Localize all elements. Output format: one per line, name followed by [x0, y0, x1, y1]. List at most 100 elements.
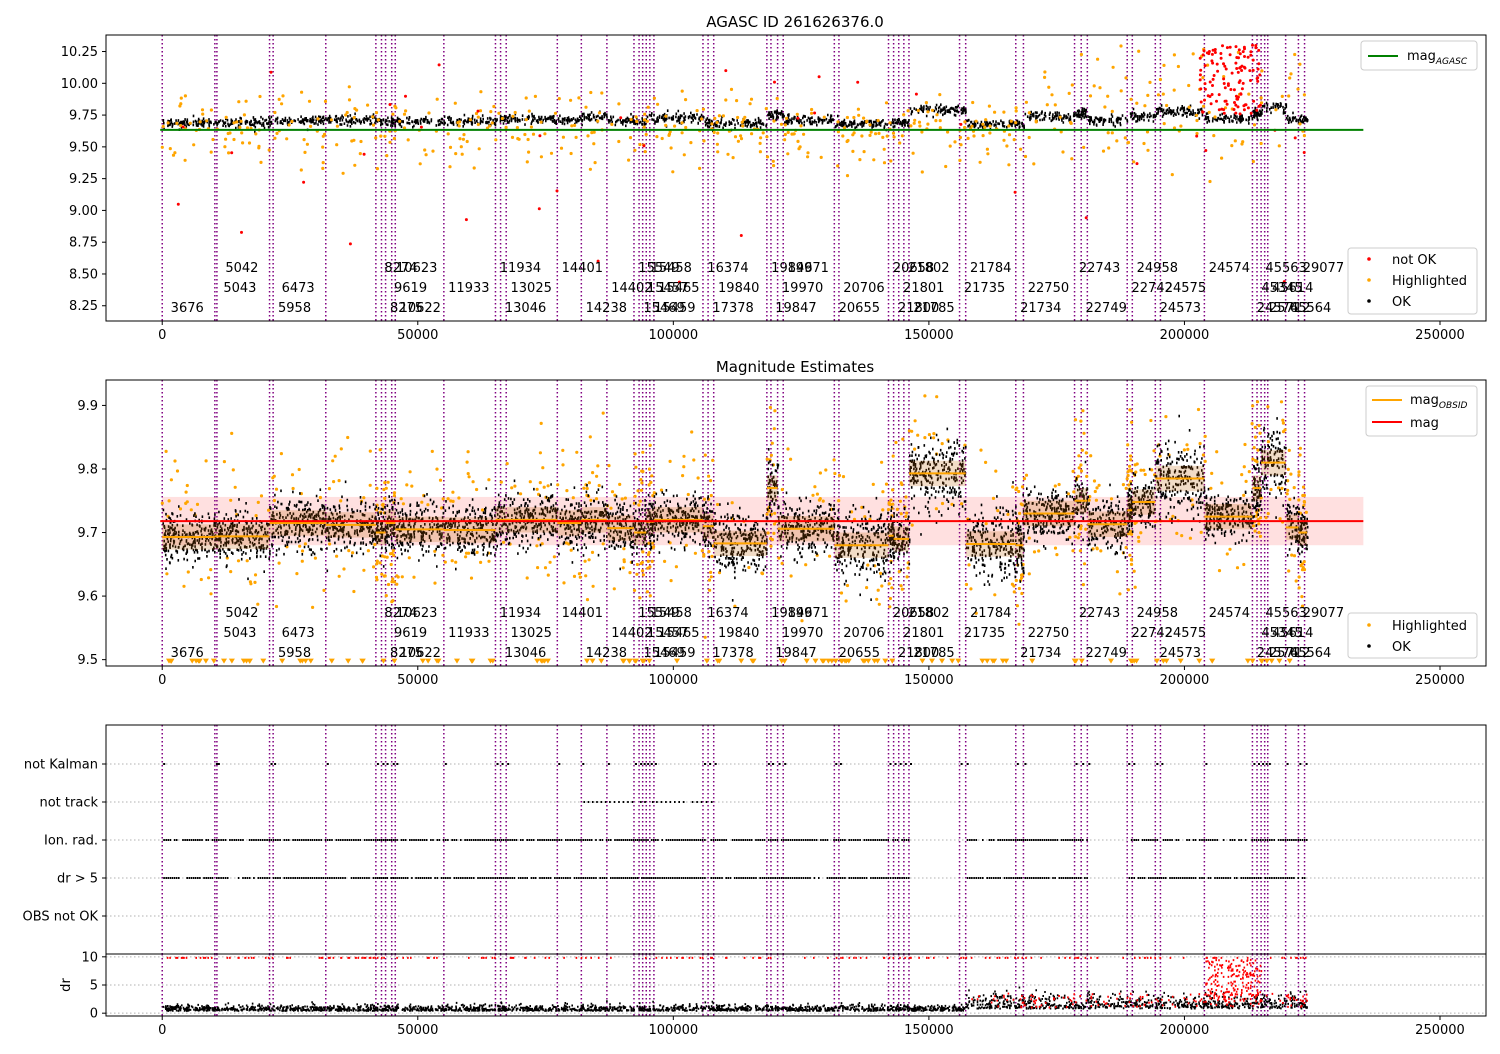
obsid-label: 19846 — [771, 261, 812, 276]
obsid-label: 21801 — [903, 626, 944, 641]
obsid-label: 15465 — [658, 626, 699, 641]
ok-points — [1252, 106, 1263, 122]
x-tick-label: 0 — [158, 328, 166, 343]
ok-points — [325, 480, 378, 573]
panel4-x-axis: 0 50000 100000 150000 200000 250000 — [158, 1016, 1465, 1038]
obsid-label: 5043 — [223, 626, 256, 641]
panel1-lines-legend-box — [1360, 40, 1478, 71]
x-tick-label: 100000 — [649, 1023, 699, 1038]
y-tick-label: 10 — [81, 950, 98, 965]
obsid-label: 19847 — [775, 646, 816, 661]
obsid-label: 14401 — [562, 261, 603, 276]
obsid-label: 22750 — [1028, 281, 1069, 296]
ok-points — [1023, 485, 1077, 550]
legend-mag-obsid-label: magOBSID — [1410, 393, 1468, 411]
obsid-label: 15458 — [651, 261, 692, 276]
panel2-lines-legend: magOBSID mag — [1365, 385, 1478, 437]
obsid-label: 15469 — [643, 301, 684, 316]
ok-points — [444, 487, 498, 571]
obsid-label: 15459 — [654, 301, 695, 316]
ok-points — [269, 115, 327, 132]
panel3-y-axis: not Kalman not track Ion. rad. dr > 5 OBS no… — [23, 758, 106, 925]
not-ok-points — [176, 43, 1306, 284]
ok-points — [557, 114, 583, 127]
panel-agasc: AGASC ID 261626376.0 3676 5043 5042 5958 647… — [61, 13, 1487, 343]
obsid-label: 5042 — [225, 261, 258, 276]
ok-points — [376, 115, 446, 129]
legend-not-ok-marker — [1367, 257, 1371, 261]
obsid-label: 11934 — [500, 261, 541, 276]
panel1-y-axis: 8.25 8.50 8.75 9.00 9.25 9.50 9.75 10.00 10.25 — [61, 45, 106, 314]
obsid-label: 20706 — [843, 281, 884, 296]
obsid-label: 11933 — [448, 281, 489, 296]
obsid-label: 21800 — [898, 646, 939, 661]
obsid-label: 21784 — [970, 261, 1011, 276]
obsid-label: 17378 — [712, 646, 753, 661]
flag-label: dr > 5 — [57, 872, 98, 887]
obsid-label: 5043 — [223, 281, 256, 296]
legend-ok-marker — [1367, 299, 1371, 303]
ok-points — [704, 115, 768, 133]
obsid-label: 9619 — [394, 281, 427, 296]
legend2-highlighted-marker — [1367, 623, 1371, 627]
panel1-points-legend: not OK Highlighted OK — [1347, 247, 1478, 315]
y-tick-label: 0 — [90, 1007, 98, 1022]
obsid-label: 21802 — [908, 261, 949, 276]
obsid-label: 45564 — [1290, 646, 1331, 661]
panel2-points-legend-box — [1347, 612, 1478, 659]
clipped-low-markers — [166, 658, 1293, 664]
panel2-data — [160, 380, 1364, 666]
ok-points — [607, 112, 647, 128]
obsid-label: 45563 — [1265, 261, 1306, 276]
panel1-title: AGASC ID 261626376.0 — [706, 13, 884, 31]
obsid-label: 14402 — [611, 281, 652, 296]
obsid-label: 19971 — [788, 261, 829, 276]
ok-points — [646, 109, 705, 128]
obsid-label: 20658 — [893, 261, 934, 276]
ok-points — [1132, 467, 1157, 529]
y-tick-label: 10.00 — [61, 77, 98, 92]
x-tick-label: 200000 — [1160, 673, 1210, 688]
x-tick-label: 100000 — [649, 673, 699, 688]
panel4-ylabel: dr — [59, 978, 74, 992]
obsid-label: 24573 — [1160, 301, 1201, 316]
legend2-ok-label: OK — [1392, 640, 1411, 655]
y-tick-label: 9.75 — [69, 109, 98, 124]
obsid-label: 22749 — [1086, 646, 1127, 661]
obsid-label: 22742 — [1132, 281, 1173, 296]
ok-points — [326, 112, 377, 128]
x-tick-label: 0 — [158, 673, 166, 688]
panel1-x-axis: 0 50000 100000 150000 200000 250000 — [158, 321, 1465, 343]
obsid-label: 5042 — [225, 606, 258, 621]
ok-points — [1286, 496, 1300, 557]
ok-points — [215, 498, 271, 583]
obsid-label: 14402 — [611, 626, 652, 641]
obsid-label: 29077 — [1303, 261, 1344, 276]
obsid-label: 15457 — [647, 281, 688, 296]
dr-ok-points — [162, 986, 1308, 1012]
obsid-label: 6473 — [282, 626, 315, 641]
panel4-plot-area — [106, 954, 1486, 1016]
obsid-label: 16374 — [707, 261, 748, 276]
obsid-label: 19846 — [771, 606, 812, 621]
obsid-label: 21734 — [1020, 646, 1061, 661]
obsid-label: 8274 — [384, 606, 417, 621]
panel1-lines-legend: magAGASC — [1360, 40, 1478, 71]
obsid-label: 13025 — [511, 626, 552, 641]
x-tick-label: 150000 — [904, 1023, 954, 1038]
obsid-label: 13046 — [505, 646, 546, 661]
panel-dr: 0 5 10 0 50000 100000 150000 200000 250000 dr — [59, 950, 1487, 1038]
dr-not-ok-points — [166, 956, 1308, 1009]
ok-points — [713, 502, 769, 602]
panel-magnitude-estimates: Magnitude Estimates 3676 5043 5042 5958 6473… — [77, 358, 1487, 688]
obsid-label: 19840 — [718, 281, 759, 296]
y-tick-label: 8.75 — [69, 236, 98, 251]
y-tick-label: 9.50 — [69, 140, 98, 155]
highlighted-points — [160, 394, 1308, 639]
obsid-label: 16374 — [707, 606, 748, 621]
legend2-highlighted-label: Highlighted — [1392, 619, 1467, 634]
ok-points — [890, 117, 910, 129]
x-tick-label: 250000 — [1415, 1023, 1465, 1038]
obsid-label: 5958 — [278, 646, 311, 661]
